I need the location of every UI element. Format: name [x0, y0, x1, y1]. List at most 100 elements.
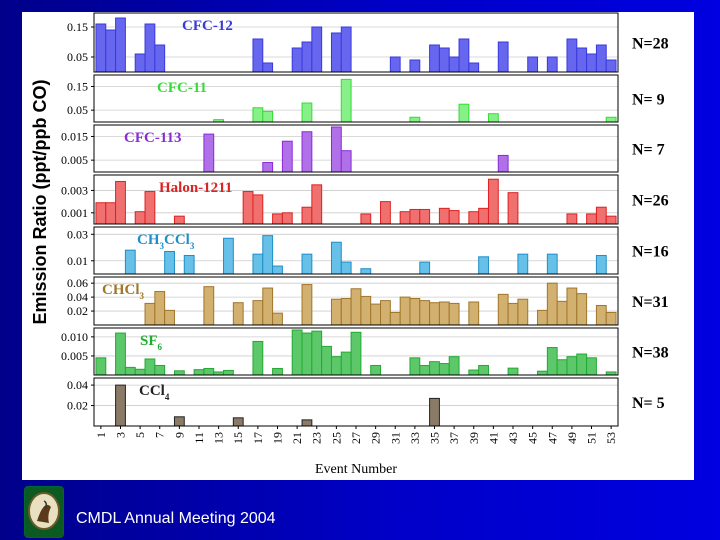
bar-Halon-1211-event-41	[487, 178, 499, 225]
bar-SF6-event-22	[301, 332, 313, 376]
bar-Halon-1211-event-36	[438, 207, 450, 225]
bar-CFC-12-event-35	[429, 44, 440, 73]
panel-frame-CFC-11	[93, 74, 619, 123]
bar-CFC-113-event-25	[330, 126, 342, 173]
bar-SF6-event-12	[203, 368, 215, 376]
x-tick-label: 9	[172, 432, 186, 438]
bar-Halon-1211-event-2	[105, 202, 117, 225]
bar-CFC-12-event-49	[566, 38, 578, 73]
y-tick-label: 0.005	[61, 153, 88, 167]
bar-SF6-event-6	[144, 358, 156, 376]
x-tick-label: 15	[231, 432, 245, 444]
x-tick-label: 3	[113, 432, 127, 438]
bar-Halon-1211-event-52	[595, 206, 607, 225]
bar-CHCl3-event-8	[164, 309, 175, 326]
bar-CHCl3-event-52	[595, 304, 607, 326]
x-tick-label: 47	[545, 432, 559, 444]
n-count-CHCl3: N=31	[632, 294, 669, 311]
bar-CFC-12-event-21	[291, 47, 303, 73]
bar-CFC-12-event-7	[154, 44, 166, 73]
y-tick-label: 0.005	[61, 349, 88, 363]
x-tick-label: 1	[94, 432, 108, 438]
bar-CH3CCl3-event-19	[272, 265, 283, 275]
x-tick-label: 43	[506, 432, 520, 444]
bar-CHCl3-event-22	[301, 284, 313, 326]
bar-CHCl3-event-27	[350, 288, 362, 326]
x-tick-label: 19	[270, 432, 284, 444]
bar-CH3CCl3-event-26	[340, 261, 352, 275]
bar-CHCl3-event-28	[360, 295, 372, 326]
panel-frame-CFC-113	[93, 124, 619, 173]
bar-CFC-12-event-51	[586, 53, 597, 73]
x-tick-label: 41	[486, 432, 500, 444]
series-label-CHCl3: CHCl3	[102, 282, 145, 301]
bar-SF6-event-26	[340, 351, 352, 376]
bar-SF6-event-46	[537, 370, 548, 376]
bar-Halon-1211-event-53	[605, 215, 617, 225]
bar-Halon-1211-event-32	[399, 211, 411, 225]
bar-CH3CCl3-event-4	[124, 249, 136, 275]
bar-Halon-1211-event-5	[134, 211, 146, 225]
x-axis-label: Event Number	[315, 462, 397, 477]
bar-CFC-113-event-12	[203, 133, 215, 173]
bar-SF6-event-40	[478, 364, 489, 376]
bar-CFC-11-event-17	[252, 107, 264, 123]
x-tick-label: 37	[447, 432, 461, 444]
bar-CHCl3-event-7	[154, 291, 166, 326]
bar-CHCl3-event-19	[272, 312, 283, 326]
bar-CFC-12-event-38	[458, 38, 470, 73]
bar-CHCl3-event-46	[537, 309, 548, 326]
panel-frame-SF6	[93, 327, 619, 376]
bar-CFC-12-event-36	[438, 47, 450, 73]
bar-Halon-1211-event-51	[586, 213, 597, 225]
noaa-cmdl-logo-icon	[24, 486, 64, 538]
bar-CFC-11-event-22	[301, 102, 313, 123]
bar-CH3CCl3-event-47	[546, 253, 558, 275]
y-tick-label: 0.01	[67, 254, 88, 268]
bar-Halon-1211-event-17	[252, 194, 264, 225]
bar-CFC-113-event-22	[301, 131, 313, 173]
bar-SF6-event-35	[429, 361, 440, 376]
bar-CHCl3-event-32	[399, 296, 411, 326]
bar-CFC-12-event-25	[330, 32, 342, 73]
bar-CHCl3-event-44	[517, 298, 529, 326]
bar-CFC-12-event-2	[105, 29, 117, 73]
y-tick-label: 0.03	[67, 227, 88, 241]
bar-SF6-event-29	[370, 364, 382, 376]
bar-CHCl3-event-43	[507, 302, 519, 326]
bar-CFC-12-event-18	[262, 62, 274, 73]
x-tick-label: 51	[585, 432, 599, 444]
bar-SF6-event-36	[438, 363, 450, 376]
bar-SF6-event-37	[448, 356, 460, 376]
series-label-CCl4: CCl4	[139, 383, 170, 402]
bar-CHCl3-event-29	[370, 303, 382, 326]
bar-SF6-event-7	[154, 364, 166, 376]
x-tick-label: 25	[329, 432, 343, 444]
bar-Halon-1211-event-33	[409, 208, 421, 225]
bar-SF6-event-49	[566, 356, 578, 376]
bar-CH3CCl3-event-34	[419, 261, 431, 275]
bar-CFC-12-event-33	[409, 59, 421, 73]
bar-CFC-12-event-26	[340, 26, 352, 73]
bar-CH3CCl3-event-10	[183, 254, 195, 275]
bar-CFC-11-event-53	[605, 116, 617, 123]
bar-CFC-12-event-6	[144, 23, 156, 73]
x-tick-label: 27	[349, 432, 363, 444]
n-count-SF6: N=38	[632, 345, 669, 362]
bar-SF6-event-11	[193, 369, 205, 376]
bar-CH3CCl3-event-22	[301, 253, 313, 275]
bar-CHCl3-event-37	[448, 302, 460, 326]
bar-SF6-event-50	[576, 353, 588, 376]
bar-CFC-12-event-5	[134, 53, 146, 73]
bar-CFC-12-event-45	[527, 56, 539, 73]
bar-Halon-1211-event-1	[95, 202, 107, 225]
bar-CFC-113-event-42	[497, 154, 509, 173]
bar-CFC-11-event-18	[262, 110, 274, 123]
bar-Halon-1211-event-49	[566, 213, 578, 225]
bar-CFC-11-event-38	[458, 103, 470, 123]
bar-SF6-event-14	[223, 369, 234, 376]
y-tick-label: 0.04	[67, 290, 88, 304]
bar-CH3CCl3-event-8	[164, 251, 175, 275]
bar-SF6-event-19	[272, 368, 283, 376]
bar-SF6-event-9	[173, 370, 185, 376]
